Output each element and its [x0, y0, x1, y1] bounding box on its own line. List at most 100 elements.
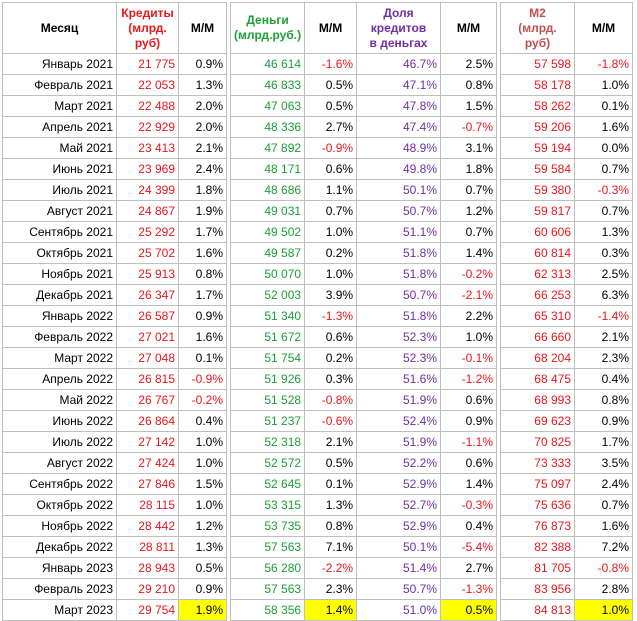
share-mm-cell[interactable]: 0.9% — [440, 410, 497, 432]
m2-cell[interactable]: 59 817 — [500, 200, 575, 222]
share-mm-cell[interactable]: 0.6% — [440, 389, 497, 411]
month-cell[interactable]: Июнь 2022 — [2, 410, 117, 432]
share-mm-cell[interactable]: 0.6% — [440, 452, 497, 474]
share-cell[interactable]: 52.7% — [356, 494, 441, 516]
money-mm-cell[interactable]: 1.4% — [304, 599, 358, 621]
share-cell[interactable]: 52.3% — [356, 326, 441, 348]
m2-mm-cell[interactable]: 6.3% — [574, 284, 633, 306]
money-cell[interactable]: 47 892 — [229, 137, 306, 159]
m2-cell[interactable]: 58 178 — [500, 74, 575, 96]
money-cell[interactable]: 51 754 — [229, 347, 306, 369]
m2-mm-cell[interactable]: 0.4% — [574, 368, 633, 390]
credits-cell[interactable]: 27 142 — [116, 431, 179, 453]
share-cell[interactable]: 52.9% — [356, 473, 441, 495]
m2-mm-cell[interactable]: 0.1% — [574, 95, 633, 117]
m2-mm-cell[interactable]: 2.4% — [574, 473, 633, 495]
credits-mm-cell[interactable]: 0.9% — [178, 53, 227, 75]
money-mm-cell[interactable]: 0.2% — [304, 347, 358, 369]
credits-mm-cell[interactable]: 0.1% — [178, 347, 227, 369]
credits-mm-cell[interactable]: 1.6% — [178, 326, 227, 348]
m2-mm-cell[interactable]: 1.7% — [574, 431, 633, 453]
m2-mm-cell[interactable]: 2.1% — [574, 326, 633, 348]
share-cell[interactable]: 52.3% — [356, 347, 441, 369]
m2-cell[interactable]: 66 253 — [500, 284, 575, 306]
money-mm-cell[interactable]: 0.2% — [304, 242, 358, 264]
share-mm-cell[interactable]: -1.2% — [440, 368, 497, 390]
month-cell[interactable]: Январь 2021 — [2, 53, 117, 75]
money-cell[interactable]: 51 672 — [229, 326, 306, 348]
m2-cell[interactable]: 59 194 — [500, 137, 575, 159]
money-mm-cell[interactable]: 7.1% — [304, 536, 358, 558]
credits-cell[interactable]: 26 767 — [116, 389, 179, 411]
money-cell[interactable]: 51 528 — [229, 389, 306, 411]
month-cell[interactable]: Февраль 2022 — [2, 326, 117, 348]
credits-cell[interactable]: 28 115 — [116, 494, 179, 516]
month-cell[interactable]: Декабрь 2022 — [2, 536, 117, 558]
money-cell[interactable]: 51 926 — [229, 368, 306, 390]
money-mm-cell[interactable]: 0.7% — [304, 200, 358, 222]
credits-mm-cell[interactable]: 1.3% — [178, 74, 227, 96]
credits-mm-cell[interactable]: -0.2% — [178, 389, 227, 411]
credits-cell[interactable]: 27 846 — [116, 473, 179, 495]
credits-mm-cell[interactable]: 2.0% — [178, 95, 227, 117]
credits-cell[interactable]: 26 347 — [116, 284, 179, 306]
credits-cell[interactable]: 24 399 — [116, 179, 179, 201]
month-cell[interactable]: Август 2021 — [2, 200, 117, 222]
credits-cell[interactable]: 25 913 — [116, 263, 179, 285]
m2-mm-cell[interactable]: 0.7% — [574, 200, 633, 222]
money-mm-cell[interactable]: 0.8% — [304, 515, 358, 537]
money-mm-cell[interactable]: -0.8% — [304, 389, 358, 411]
share-mm-cell[interactable]: 0.5% — [440, 599, 497, 621]
money-mm-cell[interactable]: 0.5% — [304, 452, 358, 474]
money-mm-cell[interactable]: 0.6% — [304, 326, 358, 348]
month-cell[interactable]: Март 2023 — [2, 599, 117, 621]
m2-cell[interactable]: 73 333 — [500, 452, 575, 474]
m2-cell[interactable]: 58 262 — [500, 95, 575, 117]
share-cell[interactable]: 50.1% — [356, 179, 441, 201]
credits-cell[interactable]: 24 867 — [116, 200, 179, 222]
month-cell[interactable]: Октябрь 2021 — [2, 242, 117, 264]
share-cell[interactable]: 46.7% — [356, 53, 441, 75]
m2-cell[interactable]: 66 660 — [500, 326, 575, 348]
share-mm-cell[interactable]: 1.0% — [440, 326, 497, 348]
share-cell[interactable]: 51.9% — [356, 431, 441, 453]
share-cell[interactable]: 51.1% — [356, 221, 441, 243]
credits-cell[interactable]: 21 775 — [116, 53, 179, 75]
share-mm-cell[interactable]: 1.4% — [440, 242, 497, 264]
share-cell[interactable]: 47.4% — [356, 116, 441, 138]
share-mm-cell[interactable]: -0.3% — [440, 494, 497, 516]
money-cell[interactable]: 48 686 — [229, 179, 306, 201]
m2-cell[interactable]: 59 206 — [500, 116, 575, 138]
month-cell[interactable]: Октябрь 2022 — [2, 494, 117, 516]
share-cell[interactable]: 52.9% — [356, 515, 441, 537]
money-cell[interactable]: 47 063 — [229, 95, 306, 117]
credits-cell[interactable]: 26 815 — [116, 368, 179, 390]
credits-cell[interactable]: 25 702 — [116, 242, 179, 264]
share-mm-cell[interactable]: 0.8% — [440, 74, 497, 96]
money-mm-cell[interactable]: 0.1% — [304, 473, 358, 495]
m2-cell[interactable]: 70 825 — [500, 431, 575, 453]
money-mm-cell[interactable]: 3.9% — [304, 284, 358, 306]
credits-mm-cell[interactable]: 1.0% — [178, 494, 227, 516]
m2-cell[interactable]: 68 475 — [500, 368, 575, 390]
m2-mm-cell[interactable]: 2.8% — [574, 578, 633, 600]
share-cell[interactable]: 47.8% — [356, 95, 441, 117]
month-cell[interactable]: Июль 2021 — [2, 179, 117, 201]
credits-mm-cell[interactable]: 0.8% — [178, 263, 227, 285]
money-cell[interactable]: 52 318 — [229, 431, 306, 453]
share-mm-cell[interactable]: 0.7% — [440, 179, 497, 201]
credits-mm-cell[interactable]: 1.6% — [178, 242, 227, 264]
month-cell[interactable]: Август 2022 — [2, 452, 117, 474]
month-cell[interactable]: Ноябрь 2021 — [2, 263, 117, 285]
money-cell[interactable]: 49 502 — [229, 221, 306, 243]
month-cell[interactable]: Июль 2022 — [2, 431, 117, 453]
share-mm-cell[interactable]: -0.1% — [440, 347, 497, 369]
credits-mm-cell[interactable]: 1.0% — [178, 452, 227, 474]
credits-cell[interactable]: 26 864 — [116, 410, 179, 432]
share-cell[interactable]: 49.8% — [356, 158, 441, 180]
money-cell[interactable]: 48 336 — [229, 116, 306, 138]
month-cell[interactable]: Март 2022 — [2, 347, 117, 369]
credits-cell[interactable]: 28 943 — [116, 557, 179, 579]
share-cell[interactable]: 51.0% — [356, 599, 441, 621]
share-cell[interactable]: 51.8% — [356, 242, 441, 264]
